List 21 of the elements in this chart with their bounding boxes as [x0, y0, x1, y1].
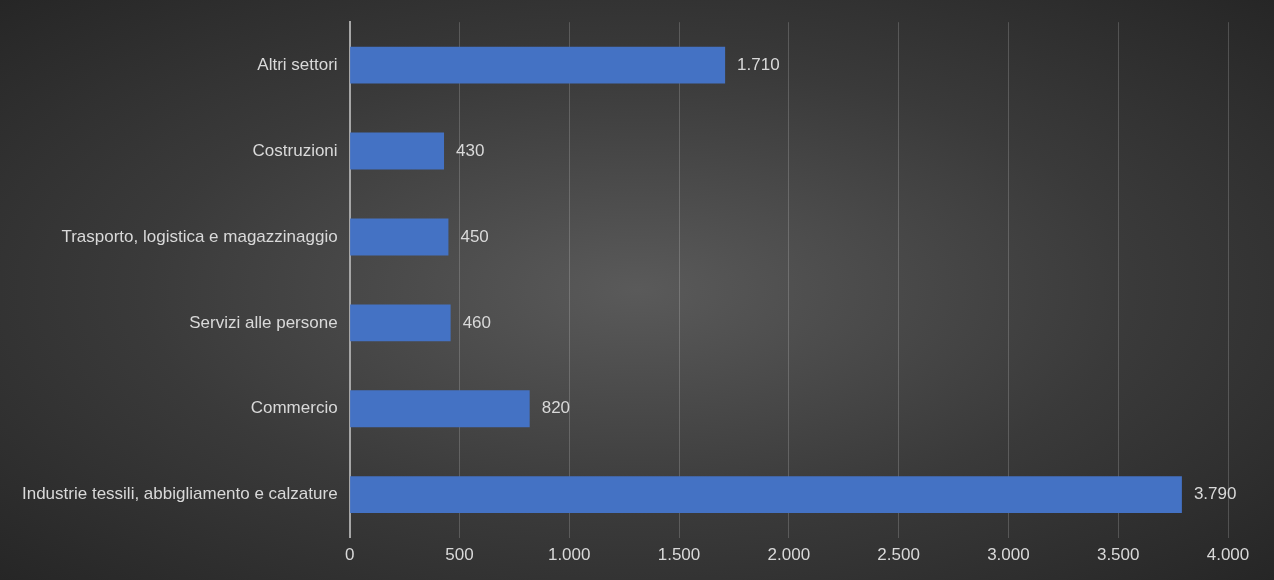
data-label: 430	[456, 140, 485, 160]
y-tick-label: Trasporto, logistica e magazzinaggio	[61, 226, 338, 246]
data-label: 820	[541, 398, 571, 418]
x-tick-label: 3.000	[987, 545, 1030, 565]
x-tick-label: 0	[344, 545, 355, 565]
data-label: 450	[460, 226, 489, 246]
x-tick-label: 500	[445, 545, 474, 565]
data-label: 3.790	[1193, 484, 1237, 504]
data-label: 460	[462, 312, 491, 332]
y-tick-label: Servizi alle persone	[189, 312, 338, 332]
x-tick-label: 1.000	[547, 545, 591, 565]
x-tick-label: 3.500	[1096, 545, 1140, 565]
data-label: 1.710	[737, 54, 780, 74]
y-tick-label: Costruzioni	[252, 140, 338, 160]
x-tick-label: 1.500	[657, 545, 701, 565]
y-tick-label: Altri settori	[257, 54, 338, 74]
x-tick-label: 4.000	[1206, 545, 1250, 565]
y-tick-label: Industrie tessili, abbigliamento e calzature	[21, 484, 338, 504]
y-tick-label: Commercio	[250, 398, 338, 418]
x-tick-label: 2.000	[767, 545, 811, 565]
x-tick-label: 2.500	[877, 545, 920, 565]
